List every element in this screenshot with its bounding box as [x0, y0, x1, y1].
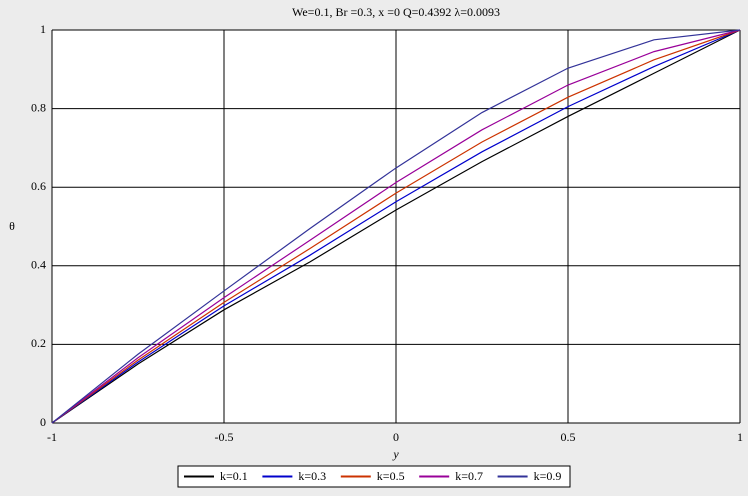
legend-label: k=0.9 — [534, 469, 562, 483]
x-tick-label: -0.5 — [215, 430, 234, 444]
legend-label: k=0.5 — [377, 469, 405, 483]
series-line — [51, 29, 741, 424]
series-line — [51, 29, 741, 424]
legend-label: k=0.1 — [220, 469, 248, 483]
x-tick-label: 0 — [393, 430, 399, 444]
x-tick-label: 1 — [737, 430, 743, 444]
x-axis-label: y — [392, 447, 399, 461]
y-tick-label: 0.2 — [31, 336, 46, 350]
chart-title: We=0.1, Br =0.3, x =0 Q=0.4392 λ=0.0093 — [292, 5, 500, 19]
x-tick-label: -1 — [47, 430, 57, 444]
x-tick-label: 0.5 — [561, 430, 576, 444]
y-tick-label: 0.4 — [31, 258, 46, 272]
series-line — [51, 29, 741, 424]
series-line — [51, 29, 741, 424]
legend-label: k=0.3 — [298, 469, 326, 483]
legend-label: k=0.7 — [455, 469, 483, 483]
legend — [177, 465, 571, 488]
y-tick-label: 0.6 — [31, 179, 46, 193]
y-tick-label: 1 — [40, 22, 46, 36]
y-axis-label: θ — [9, 219, 15, 233]
series-line — [51, 29, 741, 424]
y-tick-label: 0.8 — [31, 100, 46, 114]
y-tick-label: 0 — [40, 415, 46, 429]
